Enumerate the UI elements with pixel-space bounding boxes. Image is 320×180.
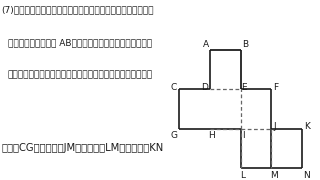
Text: J: J [273,122,276,131]
Text: I: I [242,131,245,140]
Text: A: A [203,40,209,49]
Text: K: K [304,122,310,131]
Text: G: G [170,131,177,140]
Text: (7)　右の図は立方体の展開図です。これを組み立てて立方体: (7) 右の図は立方体の展開図です。これを組み立てて立方体 [2,5,154,14]
Text: F: F [273,83,278,92]
Text: D: D [202,83,208,92]
Text: をつくったとき，辺 ABとねじれの位置になる辺を，次の: をつくったとき，辺 ABとねじれの位置になる辺を，次の [8,39,152,48]
Text: C: C [171,83,177,92]
Text: E: E [241,83,246,92]
Text: B: B [242,40,248,49]
Text: H: H [208,131,215,140]
Text: ア　辺CG　　イ　辺JM　　ウ　辺LM　　エ　辺KN: ア 辺CG イ 辺JM ウ 辺LM エ 辺KN [2,143,164,153]
Text: M: M [270,171,278,180]
Text: N: N [304,171,310,180]
Text: ア～エの中から１つ選び，その記号を書きなさい。（４点）: ア～エの中から１つ選び，その記号を書きなさい。（４点） [8,70,153,79]
Text: L: L [240,171,245,180]
